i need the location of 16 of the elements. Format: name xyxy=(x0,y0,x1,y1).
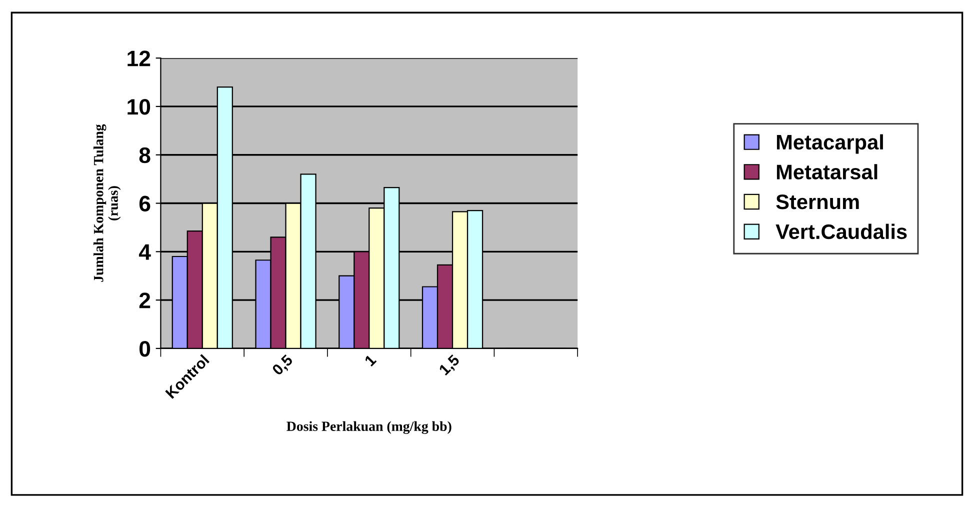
legend-label: Metacarpal xyxy=(776,134,883,154)
y-tick-label: 10 xyxy=(128,99,150,115)
y-tick-label: 4 xyxy=(138,244,151,260)
legend-label: Metatarsal xyxy=(776,164,878,180)
y-tick-label: 2 xyxy=(139,292,150,308)
legend-label: Vert.Caudalis xyxy=(776,224,907,240)
y-tick-label: 6 xyxy=(139,196,150,212)
y-tick-label: 12 xyxy=(128,50,150,66)
x-axis-title: Dosis Perlakuan (mg/kg bb) xyxy=(286,421,452,434)
y-axis-title: Jumlah Komponen Tulang (ruas) xyxy=(93,124,121,282)
x-tick-label: 1 xyxy=(364,354,377,366)
y-tick-label: 8 xyxy=(139,147,150,164)
x-tick-label: 1,5 xyxy=(438,354,462,378)
y-tick-label: 0 xyxy=(140,340,150,357)
legend-label: Sternum xyxy=(776,194,859,210)
x-tick-label: 0,5 xyxy=(271,354,295,378)
